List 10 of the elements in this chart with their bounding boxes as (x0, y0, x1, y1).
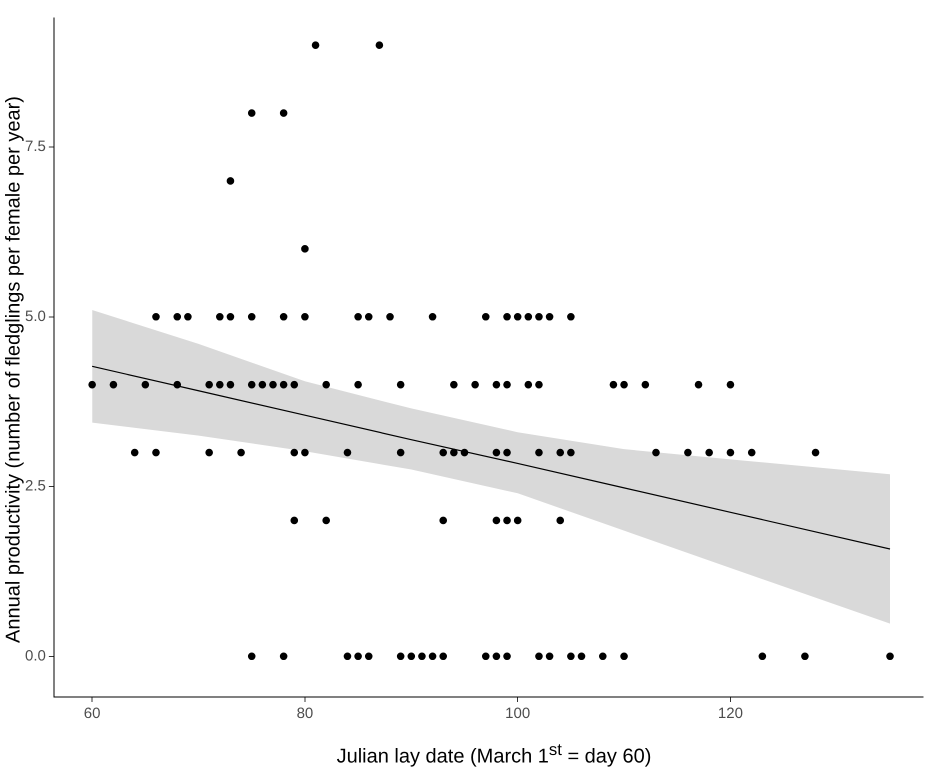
x-tick-label: 60 (84, 705, 100, 722)
x-tick-label: 80 (296, 705, 314, 722)
x-tick-label: 100 (505, 705, 530, 722)
y-tick-label: 5.0 (24, 308, 46, 325)
y-tick-label: 0.0 (24, 647, 46, 664)
y-axis-title: Annual productivity (number of fledglings per female per year) (2, 95, 26, 645)
x-axis-title: Julian lay date (March 1$^{st}$ = day 60) (336, 740, 652, 769)
y-tick-label: 2.5 (24, 478, 46, 495)
y-tick-label: 7.5 (24, 138, 46, 156)
x-tick-label: 120 (718, 705, 743, 722)
